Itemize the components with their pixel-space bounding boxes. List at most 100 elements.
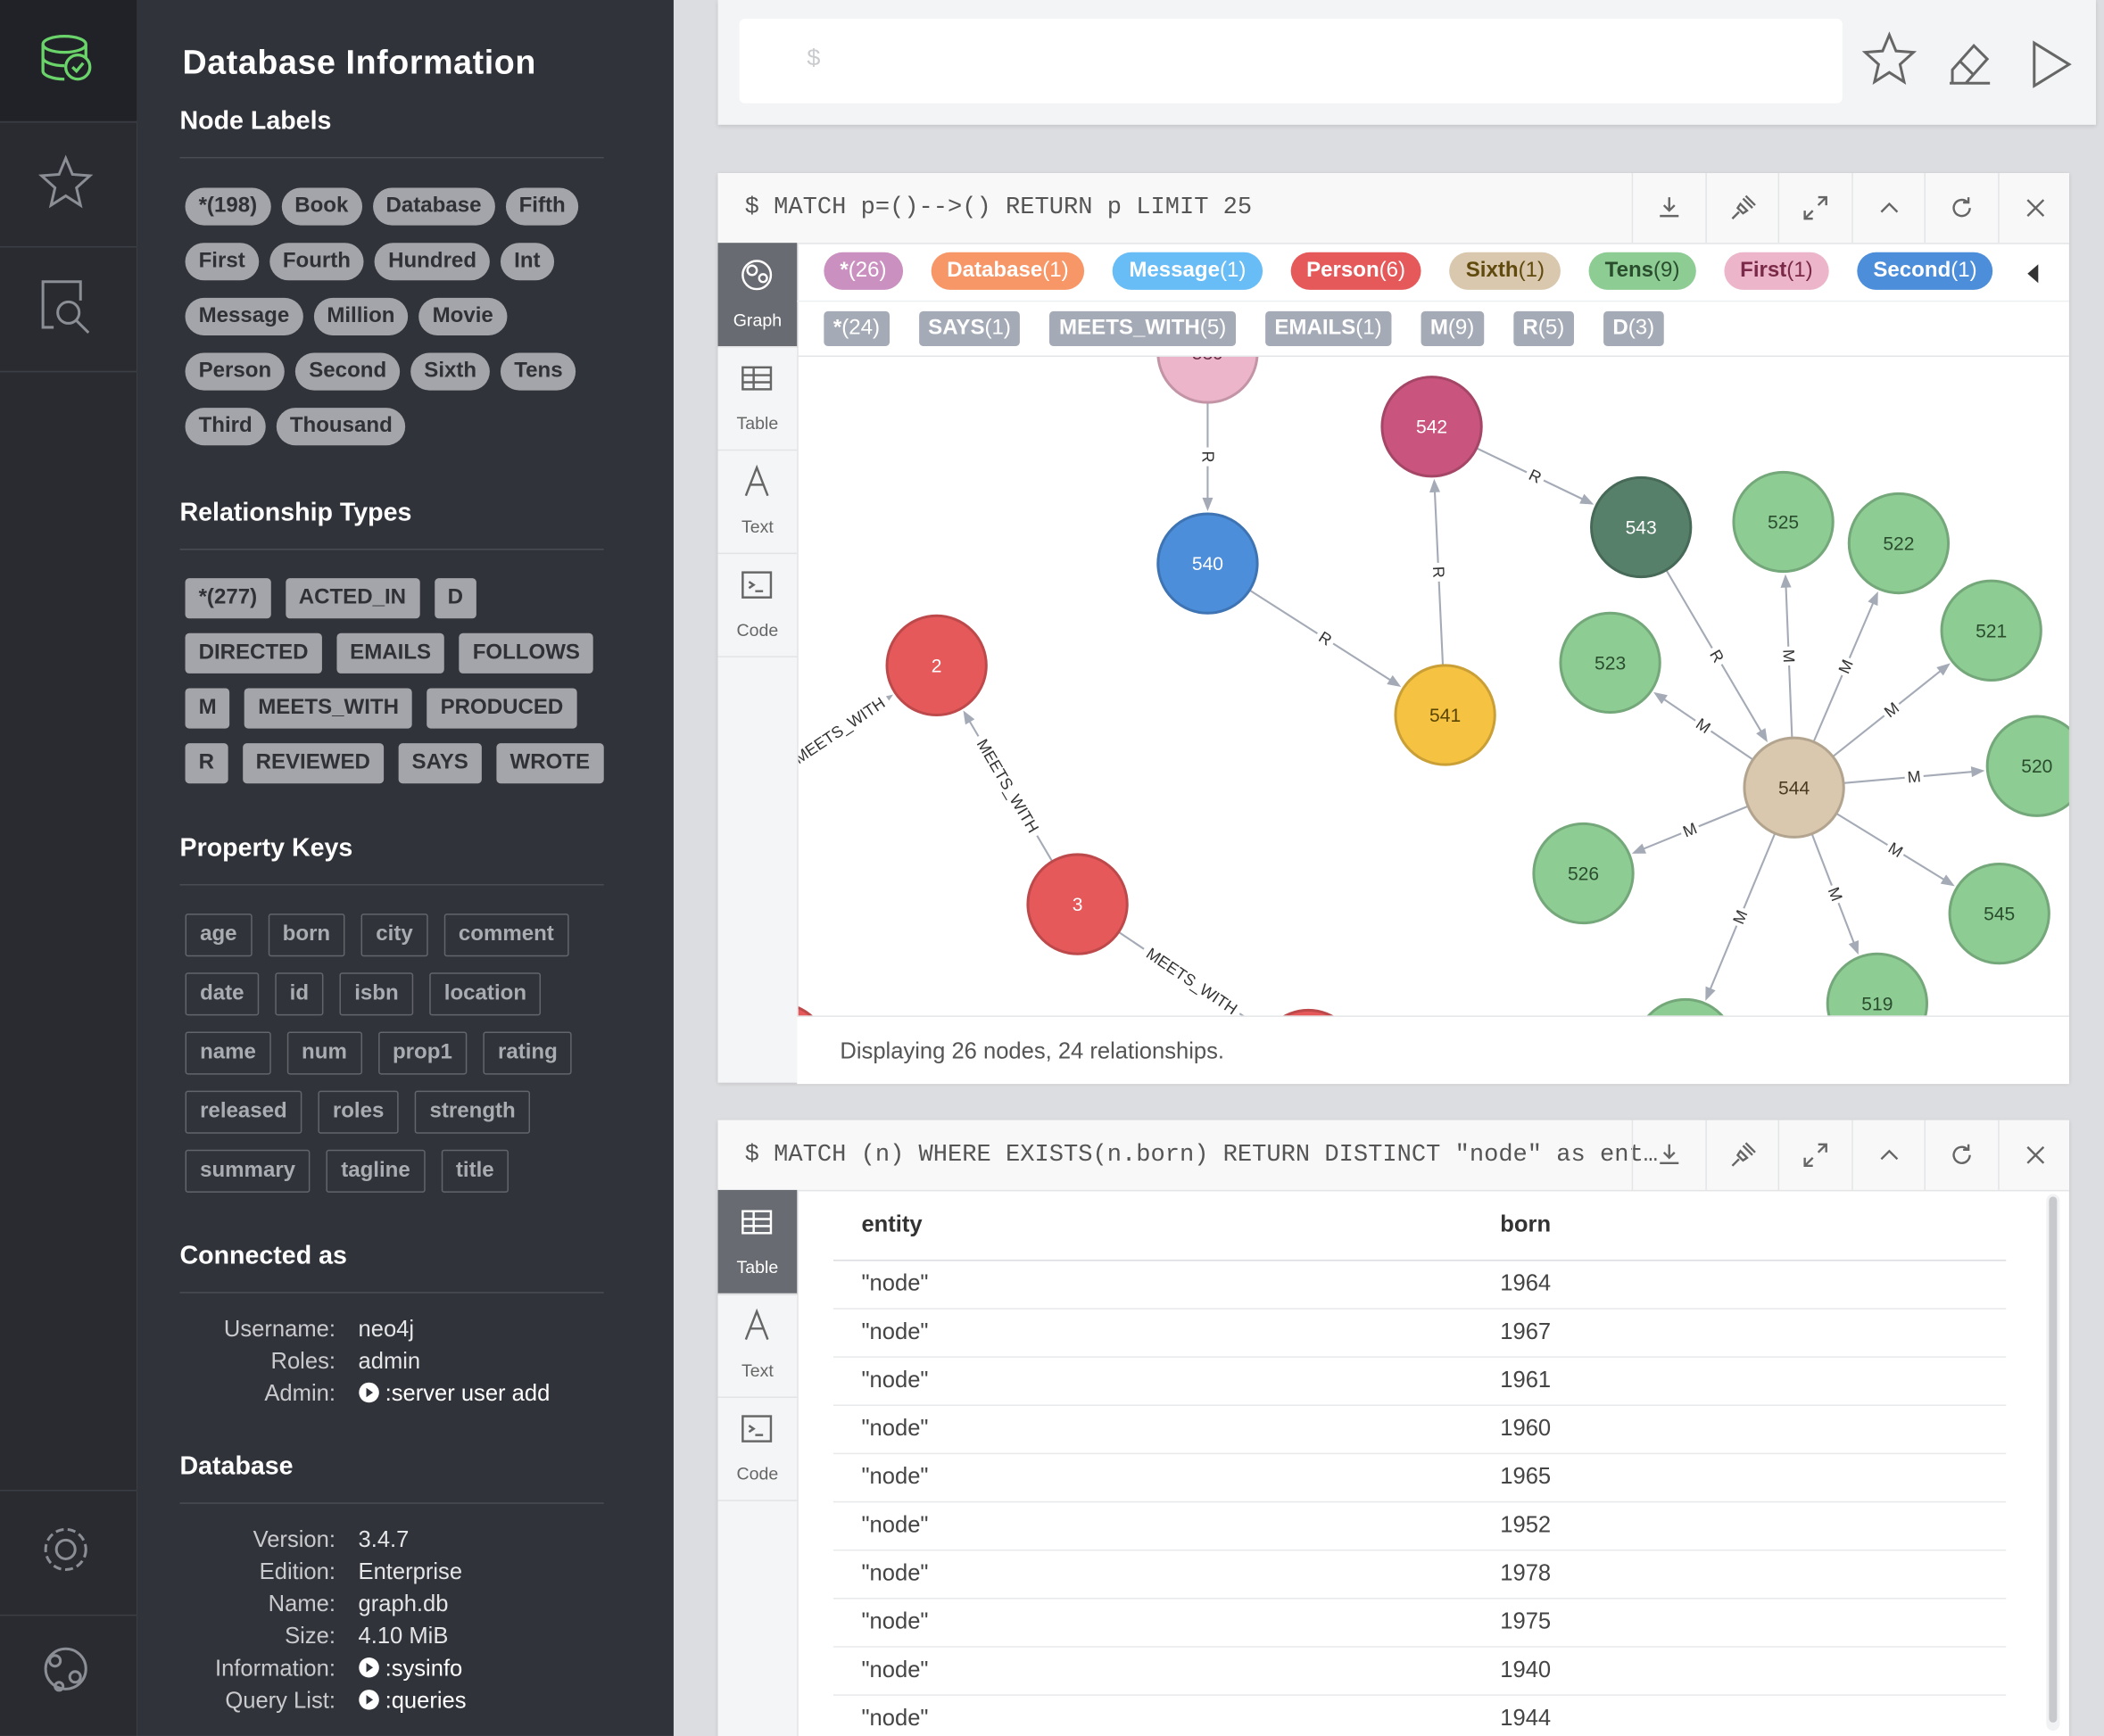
frame-action[interactable] <box>1631 1120 1706 1190</box>
chip[interactable]: summary <box>185 1149 311 1193</box>
frame-action[interactable] <box>1851 172 1926 244</box>
chip[interactable]: Tens <box>501 352 576 391</box>
chip[interactable]: Second <box>295 352 401 391</box>
frame-tab[interactable]: Code <box>717 553 798 657</box>
chip[interactable]: date <box>185 972 260 1016</box>
chip[interactable]: rating <box>483 1031 573 1075</box>
chip[interactable]: D <box>434 578 477 619</box>
node[interactable]: 544 <box>1743 736 1845 839</box>
clear-button[interactable] <box>1950 43 1991 85</box>
node[interactable] <box>798 1004 828 1017</box>
node[interactable]: 540 <box>1156 512 1259 615</box>
chip[interactable]: roles <box>318 1090 399 1134</box>
chip[interactable]: prop1 <box>377 1031 468 1075</box>
chip[interactable]: DIRECTED <box>185 632 322 674</box>
run-button[interactable] <box>2033 40 2072 88</box>
chip[interactable]: MEETS_WITH <box>244 688 413 729</box>
chip[interactable]: strength <box>414 1090 531 1134</box>
info-value[interactable]: :server user add <box>359 1377 550 1409</box>
chip[interactable]: comment <box>443 913 569 957</box>
chip[interactable]: First <box>185 243 259 281</box>
info-value[interactable]: :sysinfo <box>359 1653 462 1685</box>
frame-action[interactable] <box>1777 172 1852 244</box>
relationship-chip[interactable]: R(5) <box>1512 310 1574 346</box>
database-icon[interactable] <box>41 34 92 81</box>
chip[interactable]: REVIEWED <box>242 743 384 784</box>
node[interactable]: 2 <box>885 614 988 717</box>
chip[interactable]: id <box>275 972 324 1016</box>
info-value[interactable]: :queries <box>359 1685 467 1717</box>
relationship-chip[interactable]: D(3) <box>1603 310 1664 346</box>
chip[interactable]: FOLLOWS <box>459 632 594 674</box>
frame-action[interactable] <box>1924 172 1998 244</box>
frame-action[interactable] <box>1924 1120 1998 1190</box>
frame-tab[interactable]: Text <box>717 1294 798 1398</box>
frame-action[interactable] <box>1631 172 1706 244</box>
chip[interactable]: Book <box>281 187 362 226</box>
chip[interactable]: Database <box>372 187 495 226</box>
chip[interactable]: M <box>185 688 230 729</box>
label-chip[interactable]: Second(1) <box>1857 252 1993 290</box>
node[interactable]: 539 <box>1156 357 1259 404</box>
about-icon[interactable] <box>44 1647 87 1692</box>
chip[interactable]: Million <box>313 297 409 335</box>
node[interactable]: 542 <box>1380 376 1483 478</box>
label-chip[interactable]: Tens(9) <box>1588 252 1696 290</box>
node[interactable]: 520 <box>1985 715 2069 817</box>
relationship-chip[interactable]: SAYS(1) <box>918 310 1021 346</box>
chip[interactable]: Fourth <box>269 243 365 281</box>
chip[interactable]: Third <box>185 408 266 446</box>
frame-tab[interactable]: Text <box>717 450 798 555</box>
node[interactable]: 521 <box>1940 579 2042 682</box>
chip[interactable]: R <box>185 743 228 784</box>
label-chip[interactable]: Message(1) <box>1113 252 1263 290</box>
relationship-chip[interactable]: *(24) <box>824 310 890 346</box>
chip[interactable]: *(198) <box>185 187 271 226</box>
frame-action[interactable] <box>1851 1120 1926 1190</box>
chip[interactable]: num <box>286 1031 362 1075</box>
chip[interactable]: Sixth <box>410 352 491 391</box>
node[interactable] <box>1259 1008 1358 1017</box>
chip[interactable]: name <box>185 1031 271 1075</box>
frame-action[interactable] <box>1704 1120 1779 1190</box>
settings-icon[interactable] <box>44 1527 87 1571</box>
chip[interactable]: isbn <box>339 972 414 1016</box>
chip[interactable]: *(277) <box>185 578 271 619</box>
chip[interactable]: Message <box>185 297 303 335</box>
editor-input[interactable]: $ <box>739 19 1843 103</box>
label-chip[interactable]: Person(6) <box>1290 252 1422 290</box>
chip[interactable]: SAYS <box>398 743 482 784</box>
chip[interactable]: WROTE <box>496 743 604 784</box>
docs-icon[interactable] <box>41 280 90 335</box>
node[interactable]: 3 <box>1026 853 1129 955</box>
label-chip[interactable]: First(1) <box>1724 252 1829 290</box>
node[interactable]: 523 <box>1559 611 1661 715</box>
chip[interactable]: location <box>429 972 542 1016</box>
chip[interactable]: born <box>268 913 345 957</box>
frame-action[interactable] <box>1704 172 1779 244</box>
frame-tab[interactable]: Graph <box>717 243 798 348</box>
relationship-chip[interactable]: EMAILS(1) <box>1264 310 1392 346</box>
chip[interactable]: Movie <box>418 297 507 335</box>
label-chip[interactable]: *(26) <box>824 252 903 290</box>
chip[interactable]: Person <box>185 352 286 391</box>
favorite-button[interactable] <box>1861 31 1918 85</box>
relationship-chip[interactable]: MEETS_WITH(5) <box>1049 310 1236 346</box>
label-chip[interactable]: Sixth(1) <box>1449 252 1561 290</box>
chip[interactable]: city <box>360 913 428 957</box>
relationship-chip[interactable]: M(9) <box>1421 310 1484 346</box>
node[interactable] <box>1636 997 1735 1017</box>
collapse-legend[interactable] <box>2027 264 2039 284</box>
chip[interactable]: age <box>185 913 253 957</box>
chip[interactable]: Int <box>501 243 554 281</box>
node[interactable]: 522 <box>1847 492 1951 595</box>
chip[interactable]: EMAILS <box>336 632 445 674</box>
chip[interactable]: title <box>441 1149 509 1193</box>
graph-canvas[interactable]: R R R R R M M M M M M M M M MEETS_WITH MEETS_WITH MEETS_… <box>798 357 2069 1017</box>
node[interactable]: 525 <box>1732 470 1835 574</box>
node[interactable]: 541 <box>1394 664 1496 766</box>
favorites-icon[interactable] <box>38 154 94 209</box>
node[interactable]: 526 <box>1532 822 1635 925</box>
label-chip[interactable]: Database(1) <box>931 252 1085 290</box>
chip[interactable]: ACTED_IN <box>285 578 420 619</box>
